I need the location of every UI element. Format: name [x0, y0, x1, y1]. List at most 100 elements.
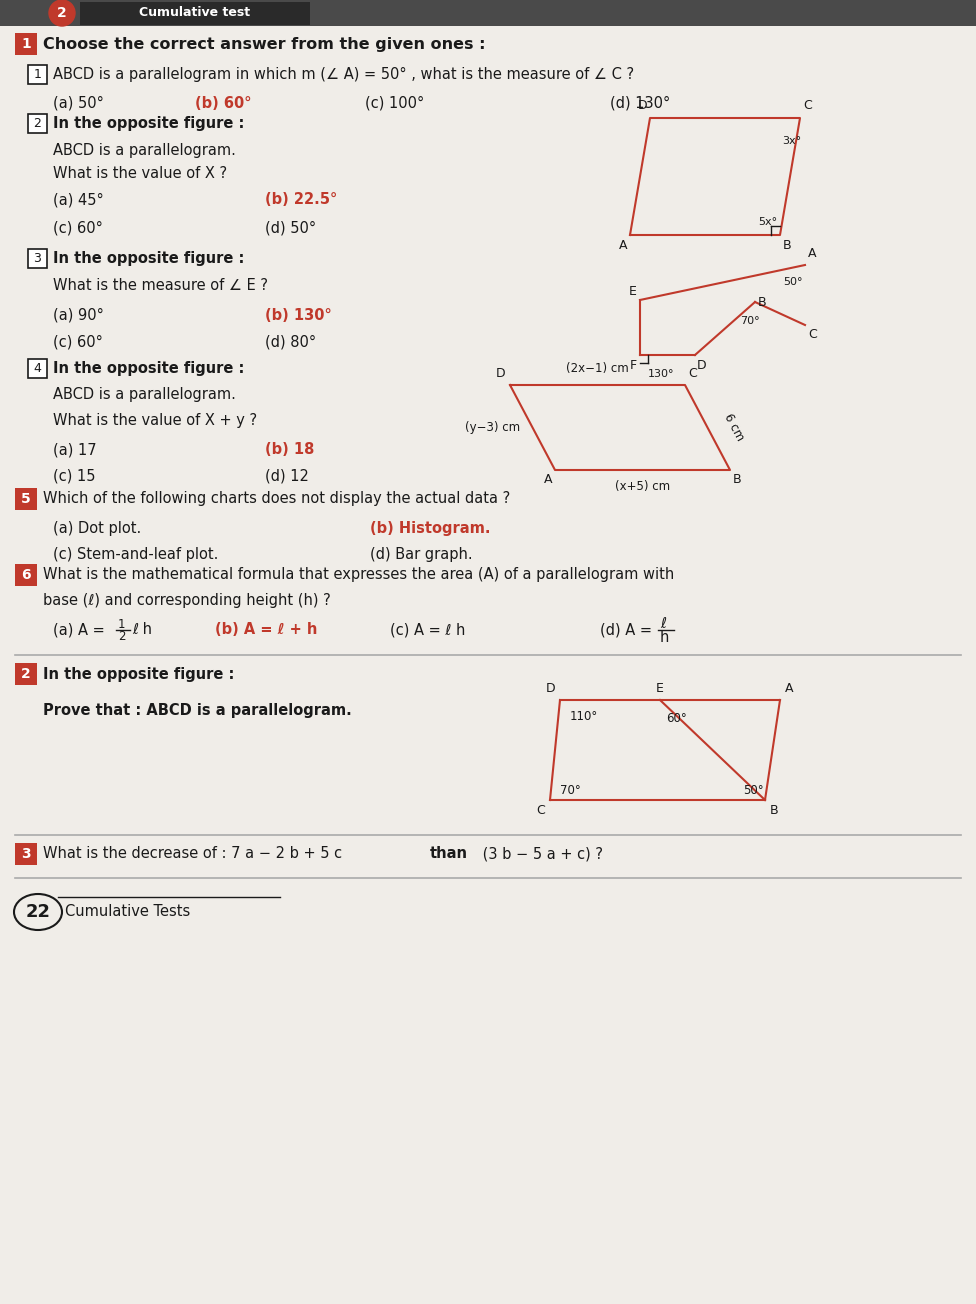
Text: (a) 45°: (a) 45°	[53, 193, 103, 207]
Text: (a) 90°: (a) 90°	[53, 308, 103, 322]
Text: A: A	[785, 682, 793, 695]
Text: In the opposite figure :: In the opposite figure :	[53, 116, 244, 130]
Text: ABCD is a parallelogram in which m (∠ A) = 50° , what is the measure of ∠ C ?: ABCD is a parallelogram in which m (∠ A)…	[53, 67, 634, 82]
Text: 2: 2	[33, 117, 41, 130]
Text: 22: 22	[25, 902, 51, 921]
Text: (b) 22.5°: (b) 22.5°	[265, 193, 338, 207]
Bar	[28, 113, 47, 133]
Text: In the opposite figure :: In the opposite figure :	[53, 250, 244, 266]
Text: (a) A =: (a) A =	[53, 622, 104, 638]
Bar	[28, 65, 47, 83]
Text: C: C	[803, 99, 812, 112]
Text: E: E	[630, 286, 637, 299]
Text: (b) 60°: (b) 60°	[195, 95, 252, 111]
Text: 130°: 130°	[648, 369, 674, 379]
Text: E: E	[656, 682, 664, 695]
Text: (b) Histogram.: (b) Histogram.	[370, 520, 491, 536]
Text: 50°: 50°	[783, 276, 802, 287]
Text: D: D	[697, 359, 707, 372]
Text: (c) 60°: (c) 60°	[53, 220, 102, 236]
Text: Cumulative Tests: Cumulative Tests	[65, 905, 190, 919]
Text: Which of the following charts does not display the actual data ?: Which of the following charts does not d…	[43, 492, 510, 506]
Text: C: C	[536, 805, 545, 818]
Text: 1: 1	[21, 37, 31, 51]
Text: A: A	[808, 246, 817, 259]
Text: 1: 1	[118, 618, 126, 631]
Text: (x+5) cm: (x+5) cm	[615, 480, 671, 493]
Text: (b) A = ℓ + h: (b) A = ℓ + h	[215, 622, 317, 638]
Text: than: than	[430, 846, 468, 862]
Text: (d) 50°: (d) 50°	[265, 220, 316, 236]
Text: (a) 17: (a) 17	[53, 442, 97, 458]
Text: Prove that : ABCD is a parallelogram.: Prove that : ABCD is a parallelogram.	[43, 703, 351, 717]
Text: 3x°: 3x°	[782, 136, 801, 146]
Text: ℓ h: ℓ h	[132, 622, 152, 638]
Text: (c) A = ℓ h: (c) A = ℓ h	[390, 622, 466, 638]
Text: B: B	[758, 296, 766, 309]
Text: 5x°: 5x°	[758, 216, 777, 227]
Text: D: D	[637, 99, 647, 112]
Text: 50°: 50°	[743, 784, 763, 797]
Text: In the opposite figure :: In the opposite figure :	[43, 666, 234, 682]
Text: A: A	[544, 473, 552, 486]
Text: base (ℓ) and corresponding height (h) ?: base (ℓ) and corresponding height (h) ?	[43, 592, 331, 608]
Text: What is the value of X + y ?: What is the value of X + y ?	[53, 412, 257, 428]
Text: ℓ: ℓ	[660, 615, 666, 631]
Bar	[28, 249, 47, 269]
Text: 3: 3	[33, 252, 41, 265]
Bar	[15, 488, 37, 510]
Text: 5: 5	[21, 492, 31, 506]
Text: C: C	[808, 329, 817, 342]
Text: 3: 3	[21, 848, 31, 861]
Text: (b) 130°: (b) 130°	[265, 308, 332, 322]
Text: What is the mathematical formula that expresses the area (A) of a parallelogram : What is the mathematical formula that ex…	[43, 567, 674, 583]
Text: 60°: 60°	[666, 712, 687, 725]
Text: 6: 6	[21, 569, 31, 582]
Bar	[15, 842, 37, 865]
Text: Choose the correct answer from the given ones :: Choose the correct answer from the given…	[43, 37, 485, 51]
Text: 6 cm: 6 cm	[721, 412, 747, 443]
Text: A: A	[619, 239, 627, 252]
Text: (d) 12: (d) 12	[265, 468, 308, 484]
Text: What is the measure of ∠ E ?: What is the measure of ∠ E ?	[53, 278, 268, 292]
Text: B: B	[770, 805, 779, 818]
Text: 2: 2	[21, 668, 31, 681]
Text: 2: 2	[58, 7, 67, 20]
Text: (b) 18: (b) 18	[265, 442, 314, 458]
Text: In the opposite figure :: In the opposite figure :	[53, 361, 244, 376]
Text: (c) Stem-and-leaf plot.: (c) Stem-and-leaf plot.	[53, 546, 219, 562]
Text: (y−3) cm: (y−3) cm	[466, 421, 520, 434]
Text: Cumulative test: Cumulative test	[140, 7, 251, 20]
Text: D: D	[546, 682, 555, 695]
Text: (d) Bar graph.: (d) Bar graph.	[370, 546, 472, 562]
Bar	[15, 33, 37, 55]
Text: B: B	[733, 473, 742, 486]
Text: 2: 2	[118, 630, 126, 643]
Text: F: F	[630, 359, 637, 372]
Text: C: C	[688, 366, 697, 379]
Circle shape	[49, 0, 75, 26]
Text: (d) A =: (d) A =	[600, 622, 652, 638]
Text: (3 b − 5 a + c) ?: (3 b − 5 a + c) ?	[478, 846, 603, 862]
Text: ABCD is a parallelogram.: ABCD is a parallelogram.	[53, 142, 236, 158]
Text: What is the decrease of : 7 a − 2 b + 5 c: What is the decrease of : 7 a − 2 b + 5 …	[43, 846, 346, 862]
Text: (c) 15: (c) 15	[53, 468, 96, 484]
Bar	[80, 3, 310, 25]
Text: 1: 1	[33, 68, 41, 81]
Text: ABCD is a parallelogram.: ABCD is a parallelogram.	[53, 387, 236, 403]
Text: 110°: 110°	[570, 709, 598, 722]
Text: D: D	[496, 366, 505, 379]
Bar	[15, 662, 37, 685]
Text: (c) 100°: (c) 100°	[365, 95, 425, 111]
Text: (d) 130°: (d) 130°	[610, 95, 671, 111]
Text: h: h	[660, 631, 670, 645]
Text: (d) 80°: (d) 80°	[265, 335, 316, 349]
Ellipse shape	[14, 895, 62, 930]
Text: 70°: 70°	[740, 316, 759, 326]
Text: (a) 50°: (a) 50°	[53, 95, 103, 111]
Bar	[28, 359, 47, 378]
Text: (c) 60°: (c) 60°	[53, 335, 102, 349]
Text: 4: 4	[33, 363, 41, 376]
Text: What is the value of X ?: What is the value of X ?	[53, 166, 227, 180]
Text: 70°: 70°	[560, 784, 581, 797]
